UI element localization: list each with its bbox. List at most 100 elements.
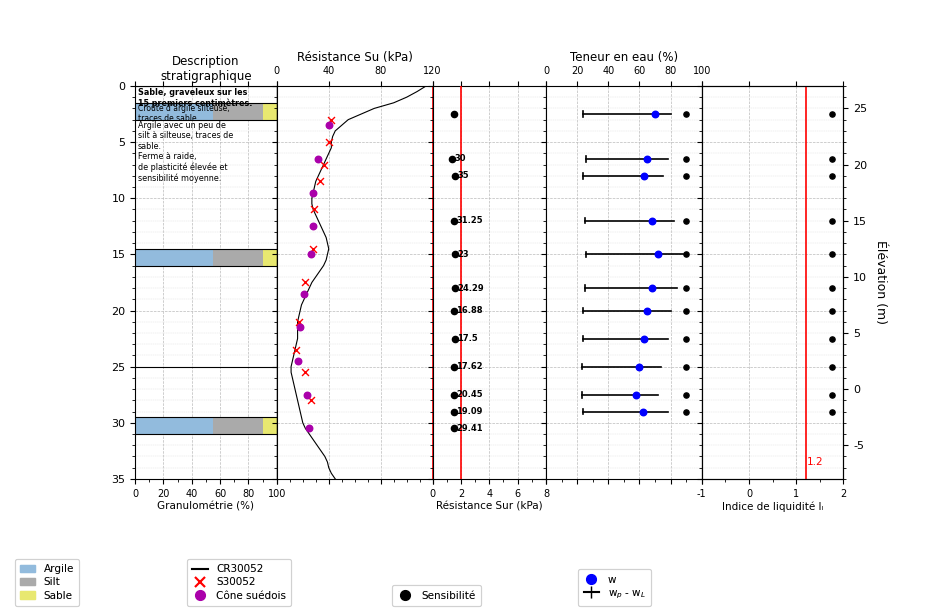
- Point: [445, 154, 459, 164]
- Text: 17.5: 17.5: [457, 334, 477, 343]
- Point: [635, 406, 650, 416]
- Point: [678, 406, 693, 416]
- Point: [824, 283, 839, 293]
- Point: [446, 406, 461, 416]
- Point: [678, 109, 693, 119]
- Point: [322, 120, 336, 130]
- Point: [637, 171, 651, 181]
- Point: [448, 171, 463, 181]
- Point: [678, 171, 693, 181]
- Point: [448, 283, 463, 293]
- Legend: Sensibilité: Sensibilité: [392, 585, 481, 606]
- Point: [447, 333, 462, 343]
- Point: [678, 306, 693, 316]
- Text: 17.62: 17.62: [456, 362, 483, 371]
- Text: 19.09: 19.09: [456, 407, 483, 416]
- Bar: [213, 417, 263, 434]
- Point: [307, 204, 322, 214]
- Bar: [213, 249, 263, 266]
- Point: [302, 424, 317, 433]
- X-axis label: Granulométrie (%): Granulométrie (%): [158, 502, 254, 511]
- Point: [292, 317, 307, 327]
- Point: [632, 362, 647, 371]
- Text: 23: 23: [458, 250, 469, 259]
- Point: [312, 176, 327, 186]
- Bar: [263, 417, 277, 434]
- Point: [446, 362, 461, 371]
- Title: Résistance Su (kPa): Résistance Su (kPa): [296, 51, 413, 64]
- X-axis label: Résistance Sur (kPa): Résistance Sur (kPa): [436, 502, 542, 511]
- Point: [629, 390, 644, 400]
- Point: [446, 390, 461, 400]
- Point: [298, 367, 313, 377]
- Text: 24.29: 24.29: [458, 284, 484, 292]
- Point: [303, 249, 318, 259]
- Legend: CR30052, S30052, Cône suédois: CR30052, S30052, Cône suédois: [187, 559, 292, 606]
- Point: [316, 160, 331, 169]
- Bar: [263, 103, 277, 120]
- Text: 16.88: 16.88: [456, 306, 483, 315]
- Point: [296, 289, 311, 298]
- Bar: [213, 103, 263, 120]
- Point: [678, 283, 693, 293]
- Point: [678, 390, 693, 400]
- Point: [678, 249, 693, 259]
- Point: [299, 390, 314, 400]
- Point: [644, 216, 659, 225]
- Bar: [135, 103, 213, 120]
- Point: [678, 333, 693, 343]
- Point: [824, 362, 839, 371]
- Point: [644, 283, 659, 293]
- Legend: Argile, Silt, Sable: Argile, Silt, Sable: [15, 559, 79, 606]
- Point: [293, 322, 308, 332]
- Bar: [263, 249, 277, 266]
- Point: [446, 306, 461, 316]
- Point: [824, 390, 839, 400]
- Point: [824, 154, 839, 164]
- Point: [290, 356, 305, 366]
- Text: Croûte d’argile silteuse,
traces de sable.: Croûte d’argile silteuse, traces de sabl…: [138, 104, 229, 123]
- Title: Description
stratigraphique: Description stratigraphique: [160, 55, 252, 84]
- Point: [311, 154, 326, 164]
- Text: 1.2: 1.2: [806, 457, 823, 467]
- Point: [446, 109, 461, 119]
- Point: [306, 244, 321, 254]
- Point: [324, 115, 339, 125]
- Point: [824, 406, 839, 416]
- Text: 20.45: 20.45: [456, 391, 483, 399]
- Point: [446, 424, 461, 433]
- Text: 31.25: 31.25: [456, 216, 483, 225]
- Point: [448, 249, 463, 259]
- Point: [651, 249, 665, 259]
- Text: 29.41: 29.41: [456, 424, 483, 433]
- Point: [289, 345, 304, 355]
- Point: [824, 249, 839, 259]
- Text: 35: 35: [458, 171, 469, 181]
- Point: [824, 109, 839, 119]
- Text: Sable, graveleux sur les
15 premiers centimètres.: Sable, graveleux sur les 15 premiers cen…: [138, 88, 253, 107]
- Text: 30: 30: [455, 155, 466, 163]
- Point: [322, 137, 336, 147]
- Point: [824, 216, 839, 225]
- Point: [824, 306, 839, 316]
- Point: [824, 333, 839, 343]
- Point: [306, 222, 321, 231]
- Point: [637, 333, 651, 343]
- Point: [298, 278, 313, 287]
- Point: [639, 154, 654, 164]
- Point: [446, 216, 461, 225]
- Point: [678, 154, 693, 164]
- Point: [824, 171, 839, 181]
- Point: [678, 362, 693, 371]
- X-axis label: Indice de liquidité Iₗ: Indice de liquidité Iₗ: [722, 502, 823, 512]
- Point: [639, 306, 654, 316]
- Bar: [135, 249, 213, 266]
- Text: Argile avec un peu de
silt à silteuse, traces de
sable.
Ferme à raide,
de plasti: Argile avec un peu de silt à silteuse, t…: [138, 121, 233, 183]
- Bar: [135, 417, 213, 434]
- Point: [306, 188, 321, 198]
- Point: [303, 395, 318, 405]
- Point: [648, 109, 663, 119]
- Legend: w, w$_p$ - w$_L$: w, w$_p$ - w$_L$: [579, 569, 651, 606]
- Y-axis label: Élévation (m): Élévation (m): [874, 241, 886, 324]
- Title: Teneur en eau (%): Teneur en eau (%): [569, 51, 678, 64]
